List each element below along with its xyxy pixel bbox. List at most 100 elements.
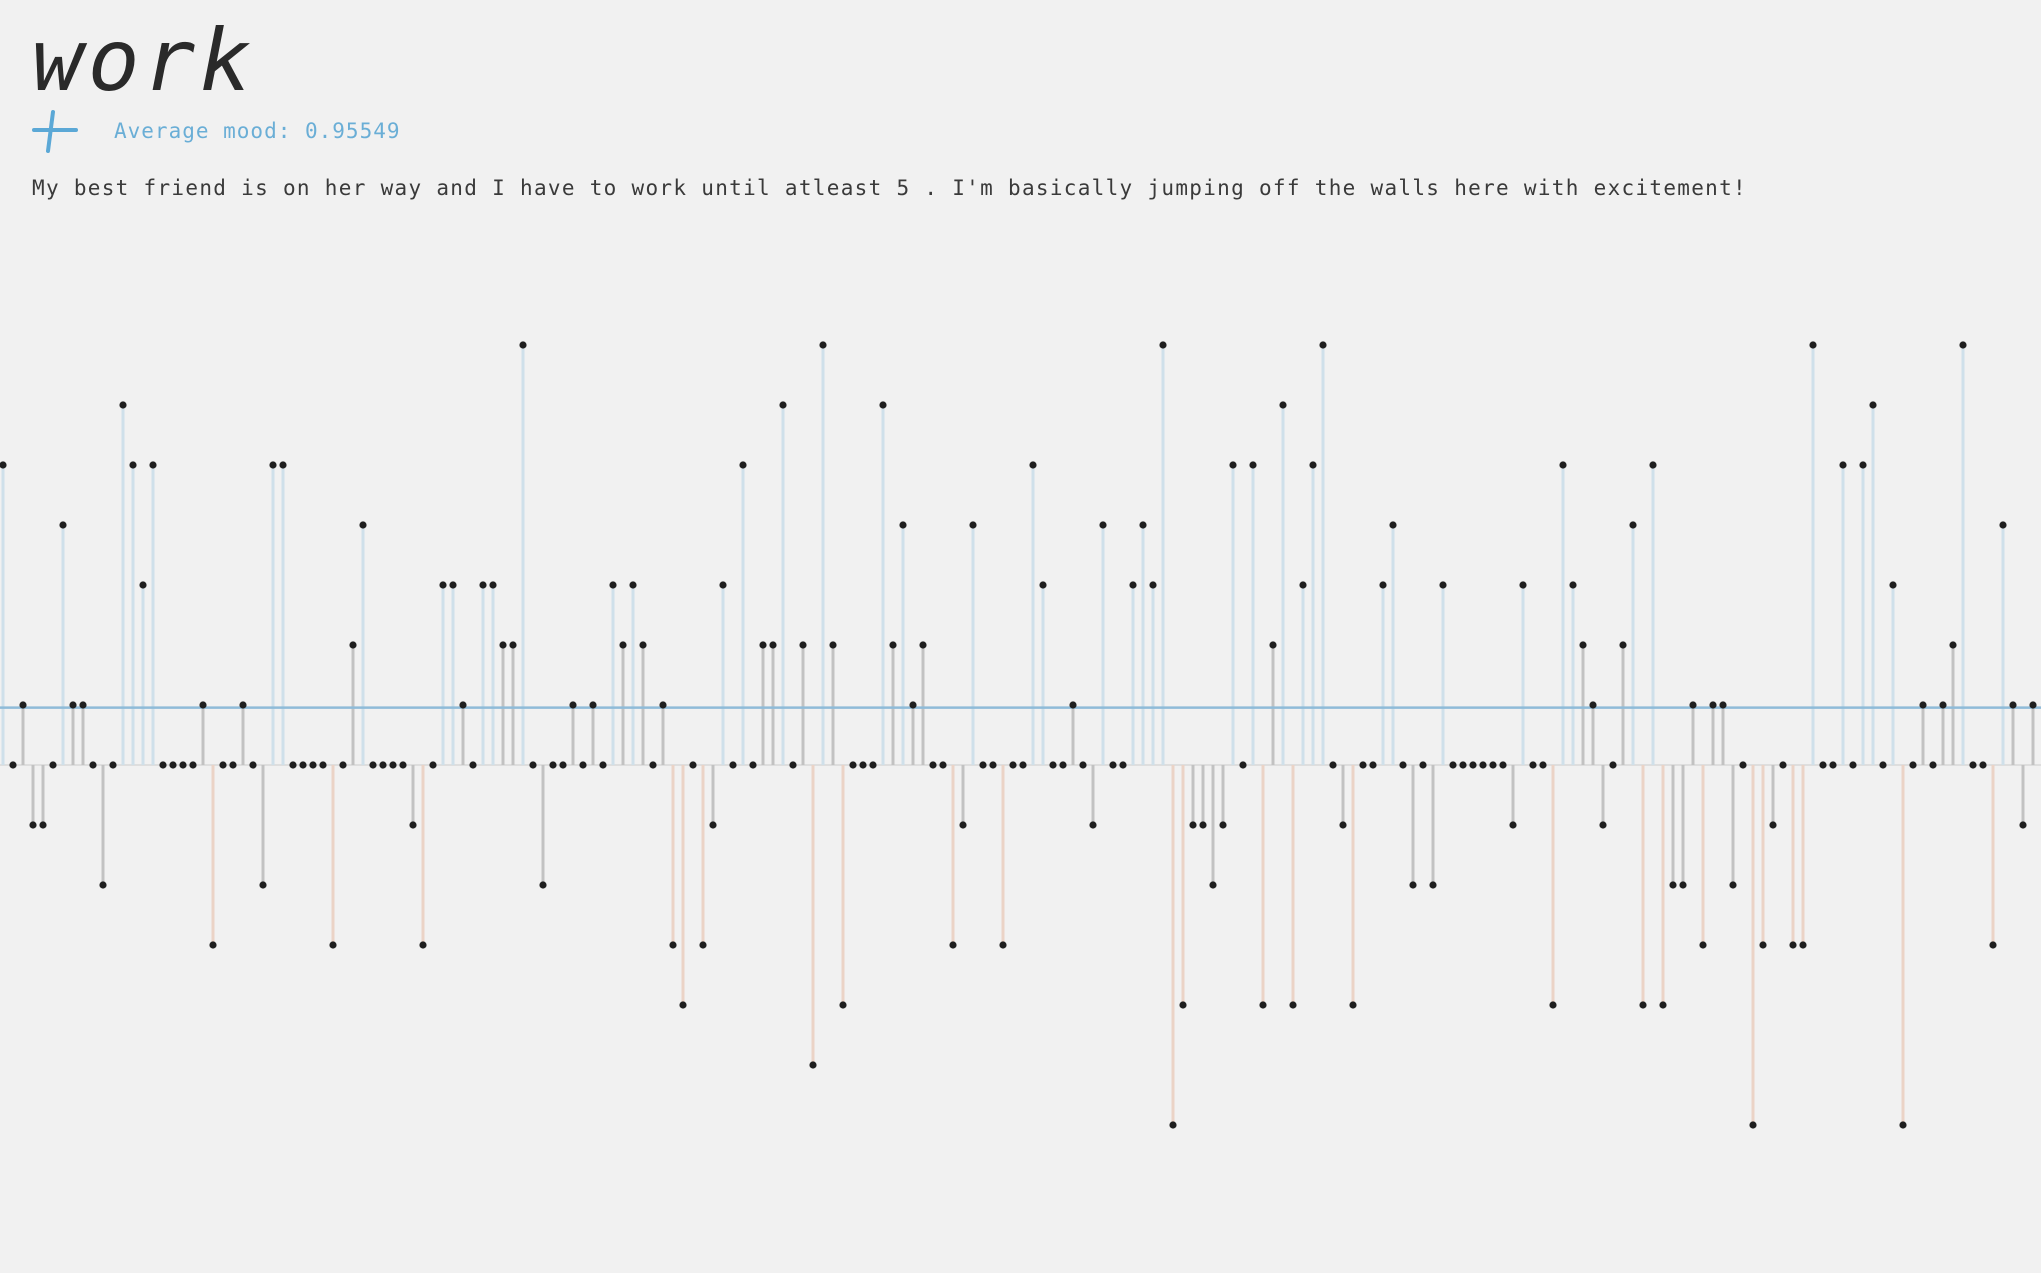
mood-point [429,761,437,769]
mood-point [19,701,27,709]
mood-point [1679,881,1687,889]
mood-point [489,581,497,589]
mood-point [599,761,607,769]
mood-point [449,581,457,589]
mood-point [1379,581,1387,589]
mood-point [1659,1001,1667,1009]
mood-point [1649,461,1657,469]
mood-point [659,701,667,709]
mood-point [979,761,987,769]
mood-point [1329,761,1337,769]
mood-point [1169,1121,1177,1129]
mood-point [1259,1001,1267,1009]
mood-point [1599,821,1607,829]
mood-point [49,761,57,769]
mood-point [209,941,217,949]
mood-point [289,761,297,769]
mood-point [529,761,537,769]
mood-point [789,761,797,769]
mood-point [1049,761,1057,769]
mood-point [639,641,647,649]
mood-point [779,401,787,409]
mood-point [1369,761,1377,769]
mood-point [1319,341,1327,349]
mood-point [1749,1121,1757,1129]
mood-point [149,461,157,469]
mood-point [1889,581,1897,589]
mood-point [1939,701,1947,709]
mood-point [1589,701,1597,709]
mood-point [1109,761,1117,769]
mood-point [1559,461,1567,469]
mood-point [1219,821,1227,829]
mood-point [839,1001,847,1009]
mood-point [1409,881,1417,889]
mood-point [519,341,527,349]
mood-point [749,761,757,769]
mood-point [1359,761,1367,769]
mood-point [1949,641,1957,649]
mood-point [959,821,967,829]
mood-point [1399,761,1407,769]
mood-point [1029,461,1037,469]
mood-point [99,881,107,889]
mood-point [29,821,37,829]
mood-point [929,761,937,769]
mood-point [1699,941,1707,949]
mood-point [799,641,807,649]
mood-point [319,761,327,769]
mood-point [1429,881,1437,889]
mood-point [619,641,627,649]
mood-point [949,941,957,949]
mood-point [1899,1121,1907,1129]
mood-point [89,761,97,769]
mood-point [389,761,397,769]
mood-point [729,761,737,769]
mood-point [279,461,287,469]
mood-point [759,641,767,649]
mood-point [579,761,587,769]
mood-point [509,641,517,649]
mood-point [2029,701,2037,709]
mood-point [1139,521,1147,529]
mood-point [1549,1001,1557,1009]
mood-point [1079,761,1087,769]
mood-point [1519,581,1527,589]
mood-point [829,641,837,649]
mood-point [249,761,257,769]
mood-point [1979,761,1987,769]
mood-point [119,401,127,409]
mood-point [1229,461,1237,469]
mood-point [569,701,577,709]
mood-point [1999,521,2007,529]
mood-point [129,461,137,469]
plus-icon[interactable] [32,108,78,154]
mood-point [409,821,417,829]
mood-point [1159,341,1167,349]
mood-point [1619,641,1627,649]
mood-point [919,641,927,649]
mood-point [1829,761,1837,769]
mood-point [689,761,697,769]
mood-point [1459,761,1467,769]
mood-point [1149,581,1157,589]
mood-point [1449,761,1457,769]
mood-point [1009,761,1017,769]
mood-point [1269,641,1277,649]
mood-point [479,581,487,589]
mood-point [1759,941,1767,949]
mood-point [459,701,467,709]
mood-point [1799,941,1807,949]
mood-point [1689,701,1697,709]
mood-point [719,581,727,589]
mood-point [1859,461,1867,469]
mood-point [1119,761,1127,769]
mood-point [79,701,87,709]
mood-point [1299,581,1307,589]
mood-point [1789,941,1797,949]
mood-point [969,521,977,529]
mood-point [1639,1001,1647,1009]
mood-point [349,641,357,649]
mood-point [1289,1001,1297,1009]
mood-point [1479,761,1487,769]
